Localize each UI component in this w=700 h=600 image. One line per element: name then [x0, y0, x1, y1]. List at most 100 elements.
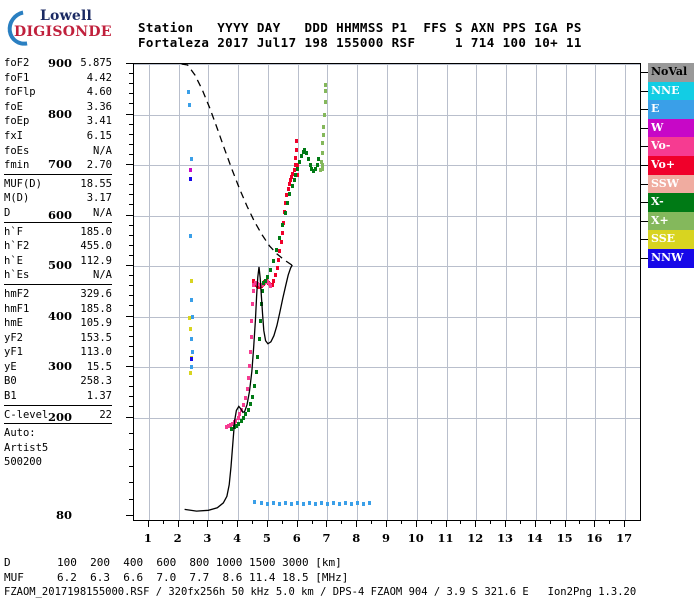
echo-point: [275, 247, 279, 252]
param-key: h`Es: [4, 269, 30, 282]
ionogram-plot-area: [133, 63, 641, 521]
y-tick-minor: [129, 449, 133, 451]
y-axis-labels: 80 200 300 400 500 600 700 800 900: [0, 0, 131, 600]
x-tick-major: [147, 521, 149, 527]
x-tick-minor: [252, 521, 254, 524]
x-tick-major: [177, 521, 179, 527]
echo-point: [190, 314, 194, 319]
legend-item-nne[interactable]: NNE: [648, 81, 694, 101]
legend-item-noval[interactable]: NoVal: [648, 63, 694, 82]
legend-item-vo[interactable]: Vo+: [648, 155, 694, 175]
echo-point: [251, 289, 255, 294]
y-tick-minor: [129, 153, 133, 155]
echo-point: [189, 168, 193, 173]
x-tick-major: [415, 521, 417, 527]
y-tick-minor: [129, 335, 133, 337]
x-tick-minor: [490, 521, 492, 524]
legend-item-x[interactable]: X+: [648, 211, 694, 231]
x-tick-label: 7: [322, 531, 331, 545]
param-key: h`E: [4, 254, 23, 267]
footer-info: D 100 200 400 600 800 1000 1500 3000 [km…: [4, 556, 636, 600]
gridline-vertical: [148, 64, 150, 520]
legend-item-e[interactable]: E: [648, 100, 694, 119]
param-key: MUF(D): [4, 177, 42, 190]
legend-item-vo[interactable]: Vo-: [648, 137, 694, 156]
legend-item-ssw[interactable]: SSW: [648, 174, 694, 194]
x-tick-minor: [519, 521, 521, 524]
param-row-fxi: fxI 6.15: [4, 129, 112, 144]
x-tick-major: [237, 521, 239, 527]
param-key: fmin: [4, 159, 30, 172]
x-tick-minor: [579, 521, 581, 524]
param-group-2: MUF(D) 18.55 M(D) 3.17 D N/A: [4, 177, 112, 223]
x-tick-major: [624, 521, 626, 527]
echo-point: [187, 103, 191, 108]
x-tick-major: [296, 521, 298, 527]
param-key: foFlp: [4, 86, 36, 99]
y-tick-major: [126, 265, 133, 266]
legend-tick: [640, 220, 648, 222]
x-tick-label: 12: [467, 531, 484, 545]
echo-point: [343, 500, 347, 505]
y-tick-major: [126, 113, 133, 115]
y-tick-minor: [129, 482, 133, 484]
echo-point: [305, 150, 309, 155]
param-row-foes: foEs N/A: [4, 144, 112, 159]
param-row-yf1: yF1 113.0: [4, 345, 112, 360]
legend-item-x[interactable]: X-: [648, 193, 694, 212]
param-value: 15.5: [86, 360, 112, 373]
legend-item-sse[interactable]: SSE: [648, 230, 694, 249]
y-tick-minor: [129, 244, 133, 246]
y-tick-label: 400: [47, 308, 72, 323]
y-tick-minor: [129, 93, 133, 95]
echo-point: [187, 89, 191, 94]
x-tick-minor: [624, 521, 626, 524]
legend-tick: [640, 165, 648, 166]
gridline-horizontal: [134, 64, 640, 65]
param-key: M(D): [4, 192, 30, 205]
x-tick-minor: [445, 521, 447, 524]
y-tick-minor: [129, 386, 133, 388]
echo-point: [331, 500, 335, 505]
param-value: 4.42: [86, 71, 112, 84]
param-auto-line-1: Auto:: [4, 427, 36, 440]
x-tick-minor: [534, 521, 536, 524]
y-tick-minor: [129, 275, 133, 277]
echo-point: [320, 159, 324, 164]
x-tick-minor: [400, 521, 402, 524]
legend-tick: [640, 127, 648, 129]
gridline-vertical: [267, 64, 269, 520]
y-tick-minor: [129, 345, 133, 347]
param-key: yF2: [4, 331, 23, 344]
gridline-vertical: [506, 64, 508, 520]
x-tick-minor: [192, 521, 194, 524]
param-value: 6.15: [86, 129, 112, 142]
x-tick-label: 13: [497, 531, 514, 545]
echo-point: [256, 354, 260, 359]
x-tick-major: [475, 521, 477, 527]
echo-point: [190, 365, 194, 369]
echo-point: [188, 315, 192, 320]
echo-point: [249, 334, 253, 339]
echo-point: [308, 500, 312, 505]
x-tick-minor: [371, 521, 373, 524]
echo-point: [278, 501, 282, 506]
x-tick-major: [534, 521, 536, 527]
echo-point: [228, 422, 232, 427]
y-tick-minor: [129, 224, 133, 226]
param-value: 185.8: [80, 302, 112, 315]
echo-point: [322, 112, 326, 117]
param-group-3: h`F 185.0 h`F2 455.0 h`E 112.9 h`Es N/A: [4, 225, 112, 285]
echo-point: [237, 422, 241, 427]
legend-item-w[interactable]: W: [648, 118, 694, 138]
gridline-horizontal: [134, 316, 640, 318]
echo-point: [324, 83, 328, 88]
station-header-labels: Station YYYY DAY DDD HHMMSS P1 FFS S AXN…: [138, 20, 582, 35]
x-tick-major: [326, 521, 328, 527]
param-row-hmf2: hmF2 329.6: [4, 287, 112, 302]
legend-item-nnw[interactable]: NNW: [648, 248, 694, 268]
echo-point: [321, 163, 325, 167]
echo-point: [296, 167, 300, 172]
param-value: 1.37: [86, 390, 112, 403]
param-row-c-level: C-level 22: [4, 408, 112, 423]
